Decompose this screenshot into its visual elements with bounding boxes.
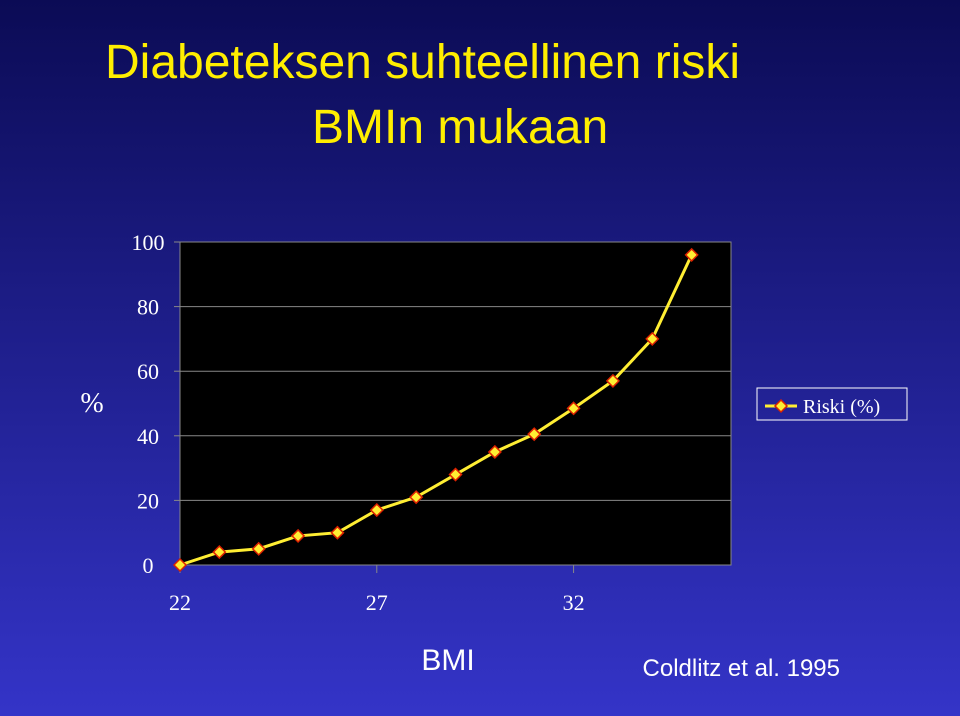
marker (369, 503, 384, 518)
marker (409, 490, 424, 505)
marker (448, 467, 463, 482)
plot-border (179, 241, 732, 566)
y-tick-label: 80 (137, 295, 159, 320)
y-tick-label: 20 (137, 488, 159, 513)
marker (684, 247, 699, 262)
x-tick-label: 22 (169, 590, 191, 615)
y-tick-label: 60 (137, 359, 159, 384)
marker (172, 557, 188, 573)
marker (605, 373, 620, 388)
marker (645, 331, 660, 346)
marker (566, 401, 581, 416)
plot-area (180, 242, 731, 565)
marker (487, 444, 502, 460)
y-tick-label: 40 (137, 424, 159, 449)
marker (251, 541, 266, 556)
legend-box (756, 387, 908, 421)
legend-label: Riski (%) (803, 396, 880, 418)
marker (212, 545, 227, 560)
marker (527, 427, 542, 442)
title-line: Diabeteksen suhteellinen riski (105, 36, 740, 89)
series-line (179, 254, 694, 567)
x-tick-label: 27 (366, 590, 388, 615)
title-line: BMIn mukaan (312, 101, 608, 154)
x-axis-label: BMI (421, 644, 474, 677)
y-axis-label: % (80, 388, 103, 419)
legend-marker (773, 398, 789, 414)
source-note: Coldlitz et al. 1995 (643, 655, 840, 682)
x-tick-label: 32 (563, 590, 585, 615)
y-tick-label: 0 (143, 553, 154, 578)
marker (330, 525, 345, 540)
marker (291, 528, 306, 543)
y-tick-label: 100 (132, 230, 165, 255)
